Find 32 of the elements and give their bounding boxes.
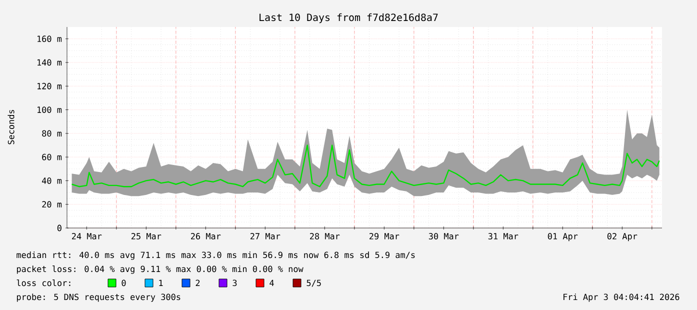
y-tick-label: 40 m <box>42 178 62 184</box>
x-tick-label: 01 Apr <box>548 233 578 242</box>
y-tick-label: 80 m <box>42 130 62 137</box>
x-tick-label: 30 Mar <box>428 233 459 240</box>
x-tick-label: 29 Mar <box>370 233 400 240</box>
y-tick-label: 60 m <box>42 154 62 160</box>
text: 5/5 <box>306 280 321 287</box>
text: median rtt: 40.0 ms avg 71.1 ms max 33.0 ms min 56.9 ms now 6.8 ms sd 5.9 am/s <box>16 252 415 260</box>
y-tick-label: 140 m <box>38 59 62 66</box>
text: 3 <box>232 280 237 286</box>
x-tick-label: 31 Mar <box>488 233 518 240</box>
text: 2 <box>196 280 200 286</box>
y-tick-label: 160 m <box>38 36 62 42</box>
text: 4 <box>270 280 274 286</box>
y-tick-label: 120 m <box>38 82 62 90</box>
x-tick-label: 24 Mar <box>72 233 102 240</box>
chart-title: Last 10 Days from f7d82e16d8a7 <box>260 13 438 24</box>
x-tick-label: 25 Mar <box>132 233 162 240</box>
y-tick-label: 0 <box>57 224 62 232</box>
text: probe: 5 DNS requests every 300s <box>16 294 180 302</box>
y-tick-label: 20 m <box>42 201 62 208</box>
x-tick-label: 27 Mar <box>250 233 280 240</box>
x-tick-label: 28 Mar <box>310 233 340 240</box>
text: 0 <box>122 280 126 286</box>
y-axis-title: Seconds <box>8 110 14 144</box>
text: Fri Apr 3 04:04:41 2026 <box>564 294 680 302</box>
x-tick-label: 26 Mar <box>191 233 221 240</box>
y-tick-label: 100 m <box>38 106 62 113</box>
text: 1 <box>159 280 163 286</box>
text: loss color: <box>16 280 70 286</box>
text: packet loss: 0.04 % avg 9.11 % max 0.00 % min 0.00 % now <box>16 266 304 274</box>
x-tick-label: 02 Apr <box>607 233 638 242</box>
